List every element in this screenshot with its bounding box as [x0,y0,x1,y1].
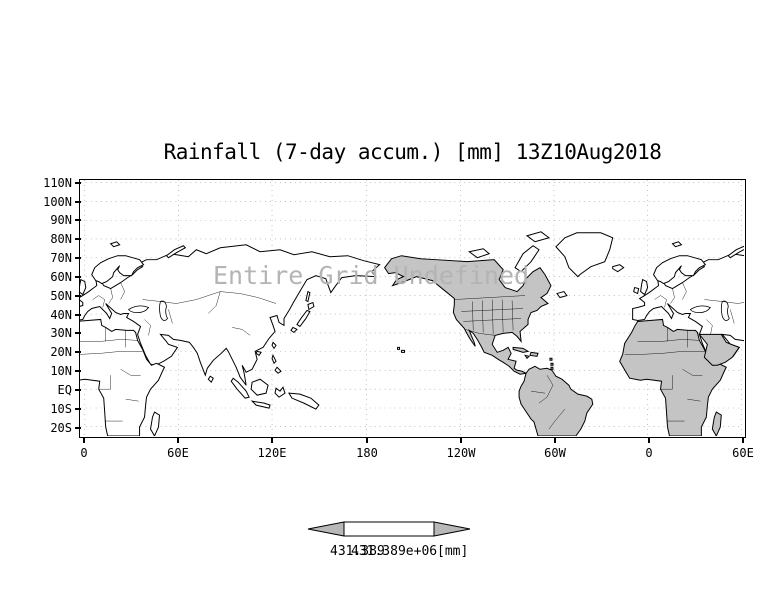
colorbar-min-label: 431.389 [330,544,385,559]
lat-tick-label: 30N [26,326,81,340]
colorbar-right-arrow-icon [433,521,471,537]
lat-tick-label: 100N [26,195,81,209]
lat-tick-label: 60N [26,270,81,284]
greenland [555,232,614,278]
lon-tick-label: 60E [148,437,208,460]
undefined-grid-watermark: Entire Grid Undefined [213,261,530,290]
lat-tick-label: 20N [26,345,81,359]
map-frame [79,179,746,438]
lon-tick-label: 0 [54,437,114,460]
lat-tick-label: 20S [26,421,81,435]
arabia-shaded [698,333,740,366]
north-america [383,231,568,375]
lat-tick-label: 70N [26,251,81,265]
colorbar-max-label: 431.389e+06 [351,544,438,559]
colorbar [306,519,476,539]
colorbar-segment [343,521,435,537]
lat-tick-label: EQ [26,383,81,397]
lon-tick-label: 60E [713,437,773,460]
iceland [612,264,625,273]
lat-tick-label: 10S [26,402,81,416]
lat-tick-label: 40N [26,308,81,322]
lat-tick-label: 90N [26,213,81,227]
pacific-islands [397,346,406,353]
us-state-borders [454,295,526,336]
south-america-borders [530,375,566,430]
lon-tick-label: 180 [337,437,397,460]
south-america [518,365,594,436]
lat-tick-label: 80N [26,232,81,246]
lat-tick-label: 10N [26,364,81,378]
canadian-arctic-islands [468,231,568,299]
north-america-coastline [383,255,552,375]
world-map [80,180,744,436]
colorbar-left-arrow-icon [307,521,345,537]
south-america-coastline [518,365,594,436]
colorbar-unit-label: [mm] [437,544,469,559]
lon-tick-label: 60W [525,437,585,460]
caribbean-islands [512,346,554,370]
lon-tick-label: 120W [431,437,491,460]
lat-tick-label: 110N [26,176,81,190]
lon-tick-label: 120E [242,437,302,460]
lon-tick-label: 0 [619,437,679,460]
plot-title: Rainfall (7-day accum.) [mm] 13Z10Aug201… [163,140,662,164]
lat-tick-label: 50N [26,289,81,303]
